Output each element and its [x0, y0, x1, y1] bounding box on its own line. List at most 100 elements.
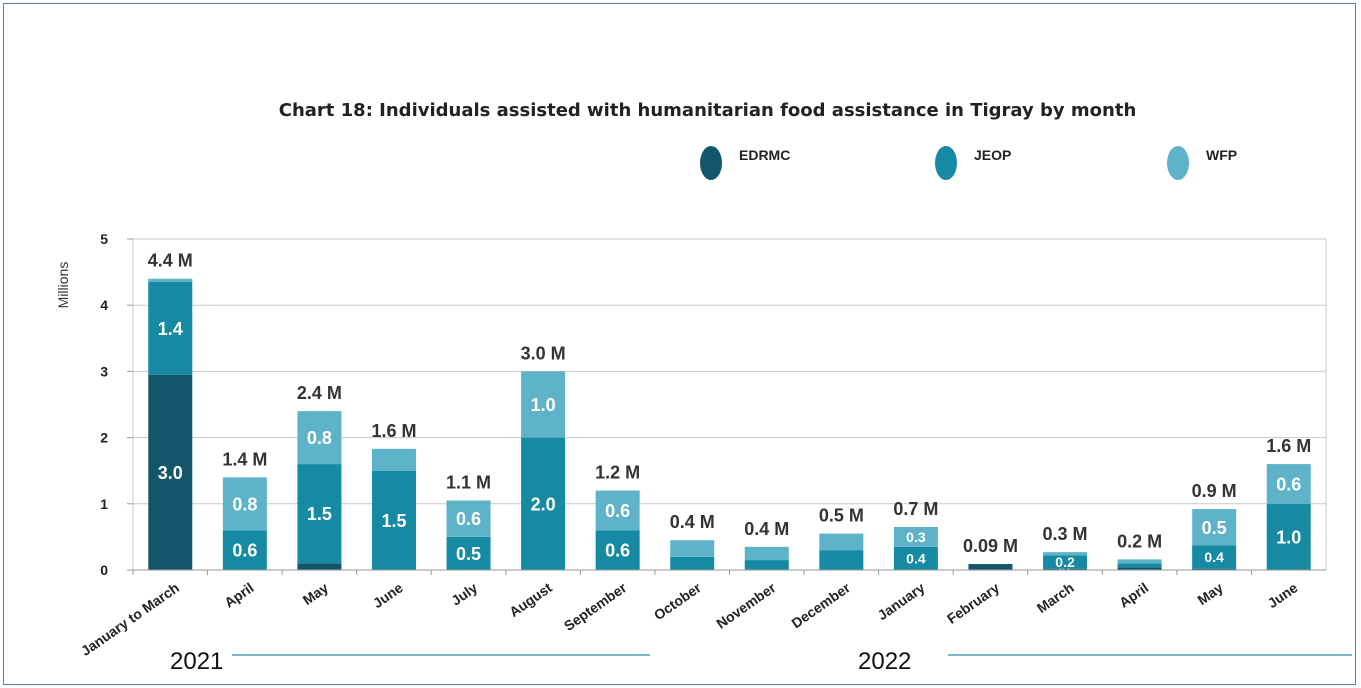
y-tick-label: 1 — [100, 496, 108, 512]
segment-label: 0.4 — [1204, 549, 1224, 565]
total-label: 1.1 M — [446, 472, 491, 492]
total-label: 0.4 M — [670, 512, 715, 532]
y-tick-label: 3 — [100, 363, 108, 379]
y-tick-label: 0 — [100, 562, 108, 578]
year-label: 2022 — [858, 648, 911, 675]
x-tick-label: January — [874, 579, 927, 623]
legend-swatch-jeop — [935, 146, 957, 180]
x-tick-label: December — [788, 579, 853, 631]
total-label: 4.4 M — [148, 251, 193, 271]
segment-label: 1.0 — [531, 395, 556, 415]
legend: EDRMC JEOP WFP — [700, 146, 1237, 180]
segment-label: 1.0 — [1276, 527, 1301, 547]
bar-segment-jeop — [297, 464, 342, 564]
segment-label: 1.5 — [381, 511, 406, 531]
segment-label: 0.6 — [456, 509, 481, 529]
segment-label: 3.0 — [158, 463, 183, 483]
total-label: 1.2 M — [595, 463, 640, 483]
bar-segment-jeop — [521, 437, 566, 570]
x-tick-label: September — [561, 579, 630, 634]
total-label: 0.09 M — [963, 536, 1018, 556]
segment-label: 0.6 — [605, 541, 630, 561]
bar-segment-wfp — [893, 526, 938, 547]
total-label: 0.9 M — [1192, 481, 1237, 501]
bar-segment-wfp — [1043, 552, 1088, 556]
chart-frame — [3, 3, 1356, 685]
x-tick-label: April — [1116, 579, 1151, 610]
bar-segment-jeop — [222, 530, 267, 570]
legend-swatch-edrmc — [700, 146, 722, 180]
x-tick-label: July — [448, 579, 480, 608]
bar-segment-wfp — [819, 533, 864, 551]
segment-label: 0.4 — [906, 550, 926, 566]
segment-label: 0.6 — [605, 501, 630, 521]
bar-segment-wfp — [1266, 464, 1311, 504]
bar-segment-edrmc — [1043, 568, 1088, 570]
bar-segment-wfp — [1117, 559, 1162, 564]
segment-label: 0.5 — [1202, 518, 1227, 538]
x-tick-label: August — [506, 579, 555, 620]
bar-segment-jeop — [1043, 555, 1088, 569]
bar-segment-jeop — [670, 556, 715, 570]
segment-label: 1.4 — [158, 319, 183, 339]
total-label: 1.6 M — [371, 421, 416, 441]
segment-label: 0.8 — [232, 494, 257, 514]
x-tick-label: January to March — [78, 579, 182, 659]
total-label: 1.4 M — [222, 449, 267, 469]
total-label: 2.4 M — [297, 383, 342, 403]
total-label: 0.2 M — [1117, 531, 1162, 551]
bar-segment-jeop — [1117, 563, 1162, 568]
bar-segment-jeop — [148, 282, 193, 375]
y-tick-label: 2 — [100, 430, 108, 446]
bar-segment-wfp — [744, 546, 789, 561]
total-label: 0.5 M — [819, 506, 864, 526]
year-label: 2021 — [170, 648, 223, 675]
segment-label: 2.0 — [531, 494, 556, 514]
x-tick-label: June — [1264, 579, 1300, 611]
bar-segment-jeop — [371, 470, 416, 570]
x-tick-label: November — [713, 579, 779, 632]
bar-segment-jeop — [819, 550, 864, 570]
segment-label: 0.3 — [906, 529, 926, 545]
y-tick-label: 5 — [100, 231, 108, 247]
bar-segment-wfp — [222, 477, 267, 531]
segment-label: 0.6 — [232, 541, 257, 561]
bars: 3.0 1.4 4.4 M 0.6 0.8 1.4 M 1.5 0.8 2.4 M 1.5 1.6 … — [148, 251, 1311, 574]
x-tick-label: May — [300, 579, 332, 608]
legend-label: EDRMC — [739, 147, 790, 163]
total-label: 0.7 M — [893, 499, 938, 519]
bar-segment-jeop — [744, 560, 789, 570]
bar-segment-wfp — [1192, 509, 1237, 546]
legend-swatch-wfp — [1167, 146, 1189, 180]
bar-segment-jeop — [893, 546, 938, 570]
segment-label: 0.8 — [307, 428, 332, 448]
total-label: 0.3 M — [1043, 524, 1088, 544]
legend-label: WFP — [1206, 147, 1237, 163]
segment-label: 0.6 — [1276, 474, 1301, 494]
bar-segment-wfp — [670, 540, 715, 557]
bar-segment-wfp — [595, 490, 640, 531]
chart-title: Chart 18: Individuals assisted with huma… — [278, 100, 1137, 121]
y-axis-label: Millions — [55, 262, 71, 309]
x-tick-label: June — [370, 579, 406, 611]
bar-segment-edrmc — [297, 563, 342, 570]
bar-segment-jeop — [1192, 545, 1237, 569]
bar-segment-jeop — [595, 530, 640, 570]
total-label: 3.0 M — [521, 343, 566, 363]
x-tick-label: April — [221, 579, 256, 610]
x-tick-label: March — [1034, 579, 1077, 616]
bar-segment-jeop — [446, 536, 491, 570]
bar-segment-wfp — [446, 500, 491, 537]
total-label: 0.4 M — [744, 519, 789, 539]
bar-segment-edrmc — [148, 374, 193, 570]
bar-segment-wfp — [148, 278, 193, 283]
bar-segment-wfp — [521, 371, 566, 438]
x-tick-label: May — [1194, 579, 1226, 608]
total-label: 1.6 M — [1266, 436, 1311, 456]
bar-segment-edrmc — [1192, 568, 1237, 570]
y-tick-label: 4 — [100, 297, 108, 313]
bar-segment-jeop — [1266, 503, 1311, 570]
bar-segment-edrmc — [1117, 567, 1162, 570]
legend-label: JEOP — [974, 147, 1011, 163]
